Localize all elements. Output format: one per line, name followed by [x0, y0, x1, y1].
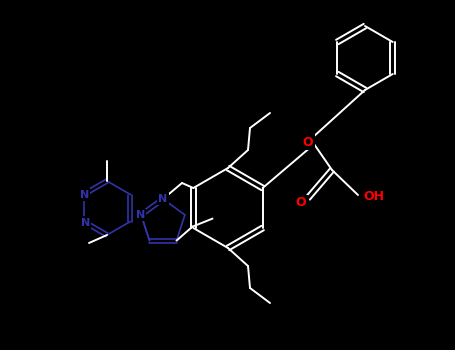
Text: N: N	[158, 194, 167, 204]
Text: N: N	[81, 217, 90, 228]
Text: O: O	[303, 135, 313, 148]
Text: O: O	[296, 196, 306, 210]
Text: N: N	[80, 189, 89, 200]
Text: N: N	[136, 210, 145, 220]
Text: OH: OH	[364, 190, 384, 203]
